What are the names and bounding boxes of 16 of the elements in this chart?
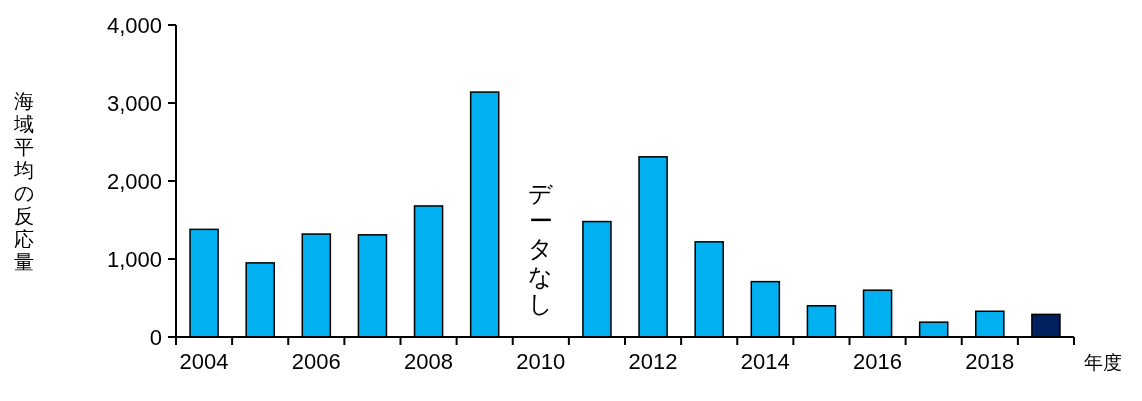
x-tick-label: 2008 <box>404 349 454 374</box>
x-tick-label: 2004 <box>179 349 229 374</box>
x-tick-label: 2010 <box>516 349 566 374</box>
y-tick-label: 2,000 <box>106 168 162 194</box>
x-tick-label: 2016 <box>853 349 903 374</box>
y-tick-label: 3,000 <box>106 90 162 116</box>
x-tick-label: 2012 <box>628 349 678 374</box>
x-tick-label: 2006 <box>291 349 341 374</box>
x-tick-label: 2014 <box>740 349 790 374</box>
y-tick-label: 0 <box>149 324 162 350</box>
y-tick-label: 1,000 <box>106 246 162 272</box>
annotation: データなし <box>528 179 554 317</box>
y-tick-label: 4,000 <box>106 12 162 38</box>
x-axis-title: 年度 <box>1084 352 1122 373</box>
y-axis-title: 海域平均の反応量 <box>13 89 34 273</box>
x-tick-label: 2018 <box>965 349 1015 374</box>
